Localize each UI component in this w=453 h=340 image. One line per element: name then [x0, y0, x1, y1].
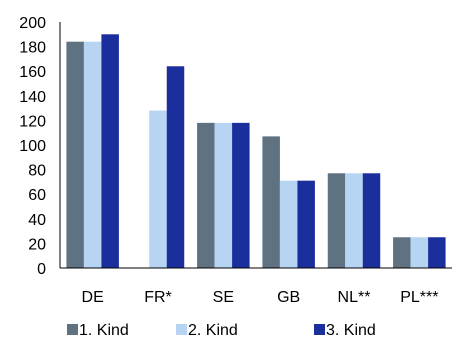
- bar: [279, 180, 298, 268]
- bar: [262, 136, 280, 268]
- y-tick-label: 200: [19, 15, 46, 32]
- bar: [101, 34, 119, 268]
- x-tick-label: SE: [213, 289, 234, 306]
- x-axis-ticks: DE FR* SE GB NL** PL***: [82, 289, 439, 306]
- bar: [393, 237, 411, 268]
- y-tick-label: 180: [19, 40, 46, 57]
- legend-label: 3. Kind: [326, 322, 376, 339]
- x-tick-label: NL**: [338, 289, 371, 306]
- bar: [149, 110, 167, 268]
- bar: [410, 237, 429, 268]
- bar: [327, 173, 346, 268]
- bars: [66, 34, 446, 269]
- y-tick-label: 60: [28, 187, 46, 204]
- bar: [214, 122, 233, 268]
- bar: [232, 122, 250, 268]
- y-axis-ticks: 0 20 40 60 80 100 120 140 160 180 200: [19, 15, 46, 278]
- legend-swatch: [176, 324, 187, 335]
- legend: 1. Kind 2. Kind 3. Kind: [67, 322, 376, 339]
- y-tick-label: 40: [28, 212, 46, 229]
- bar: [197, 122, 215, 268]
- y-tick-label: 140: [19, 89, 46, 106]
- bar: [345, 173, 363, 268]
- x-tick-label: FR*: [144, 289, 172, 306]
- bar: [66, 41, 84, 269]
- bar: [428, 237, 446, 268]
- x-tick-label: PL***: [400, 289, 438, 306]
- bar: [362, 173, 381, 268]
- y-tick-label: 160: [19, 64, 46, 81]
- y-tick-label: 80: [28, 163, 46, 180]
- bar: [83, 41, 102, 269]
- y-tick-label: 120: [19, 113, 46, 130]
- legend-swatch: [67, 324, 78, 335]
- legend-label: 1. Kind: [79, 322, 129, 339]
- y-tick-label: 100: [19, 138, 46, 155]
- y-tick-label: 0: [37, 261, 46, 278]
- bar: [297, 180, 315, 268]
- x-tick-label: DE: [82, 289, 104, 306]
- bar: [166, 66, 185, 268]
- x-tick-label: GB: [277, 289, 300, 306]
- legend-label: 2. Kind: [188, 322, 238, 339]
- y-tick-label: 20: [28, 236, 46, 253]
- legend-swatch: [314, 324, 325, 335]
